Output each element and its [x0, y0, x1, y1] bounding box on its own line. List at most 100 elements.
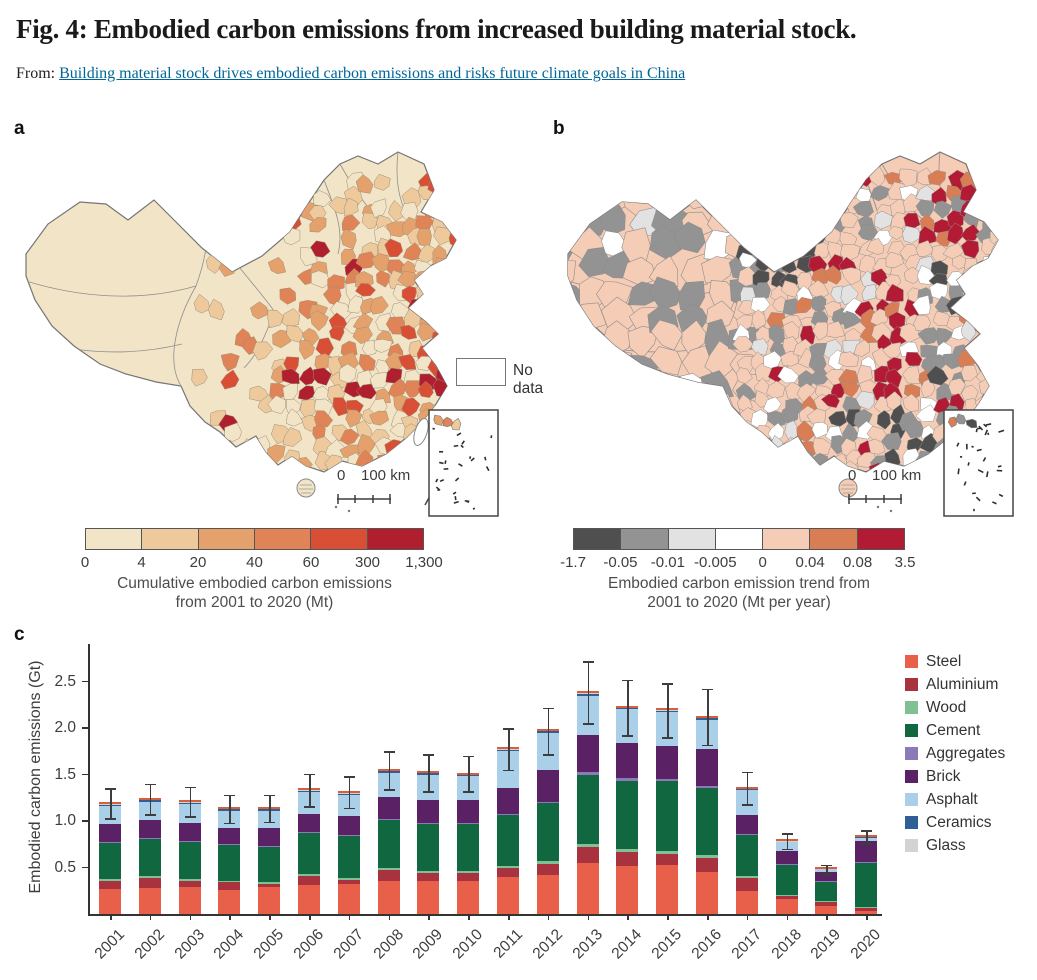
- prefecture-region: [993, 315, 1008, 333]
- bar-segment-brick: [616, 743, 638, 778]
- error-bar: [110, 788, 112, 818]
- x-tick-mark: [667, 915, 669, 920]
- prefecture-region: [548, 183, 577, 214]
- error-bar-cap-top: [423, 754, 434, 756]
- error-bar-cap-top: [583, 661, 594, 663]
- prefecture-region: [269, 176, 287, 190]
- prefecture-region: [982, 257, 999, 276]
- x-tick-mark: [707, 915, 709, 920]
- y-axis-spine: [88, 644, 90, 914]
- x-tick-mark: [747, 915, 749, 920]
- bar-segment-aluminium: [99, 881, 121, 889]
- bar-segment-steel: [417, 881, 439, 914]
- bar-segment-cement: [338, 836, 360, 878]
- error-bar-cap-bottom: [622, 735, 633, 737]
- bar-2017: [736, 787, 758, 914]
- y-tick-mark: [82, 820, 88, 822]
- bar-segment-cement: [497, 815, 519, 866]
- colorbar-tick-label: 0: [759, 554, 767, 571]
- prefecture-region: [783, 454, 803, 471]
- prefecture-region: [550, 441, 577, 468]
- bar-segment-brick: [258, 828, 280, 846]
- prefecture-region: [739, 189, 754, 205]
- prefecture-region: [785, 199, 803, 218]
- prefecture-region: [197, 427, 215, 445]
- error-bar-cap-top: [622, 680, 633, 682]
- prefecture-region: [680, 398, 717, 431]
- error-bar-cap-top: [344, 776, 355, 778]
- bar-segment-aluminium: [417, 873, 439, 881]
- error-bar-cap-top: [264, 795, 275, 797]
- prefecture-region: [240, 469, 257, 486]
- legend-label: Asphalt: [926, 791, 978, 809]
- source-article-link[interactable]: Building material stock drives embodied …: [59, 65, 685, 82]
- bar-segment-brick: [497, 788, 519, 813]
- error-bar-cap-bottom: [821, 874, 832, 876]
- prefecture-region: [795, 227, 814, 242]
- prefecture-region: [601, 390, 633, 426]
- error-bar-cap-top: [105, 788, 116, 790]
- x-tick-mark: [389, 915, 391, 920]
- prefecture-region: [739, 215, 756, 229]
- bar-segment-steel: [577, 863, 599, 914]
- bar-segment-brick: [736, 815, 758, 834]
- prefecture-region: [631, 445, 660, 473]
- colorbar-tick-label: 0.04: [796, 554, 825, 571]
- colorbar-segment: [311, 529, 367, 549]
- x-tick-mark: [588, 915, 590, 920]
- colorbar-segment: [86, 529, 142, 549]
- prefecture-region: [192, 456, 213, 471]
- hainan-island: [297, 479, 315, 497]
- error-bar-cap-top: [782, 833, 793, 835]
- prefecture-region: [649, 446, 675, 484]
- error-bar: [787, 833, 789, 849]
- prefecture-region: [628, 371, 658, 400]
- error-bar-cap-top: [821, 865, 832, 867]
- colorbar-cumulative: [85, 528, 424, 550]
- island-mark: [977, 428, 981, 430]
- bar-segment-steel: [616, 866, 638, 914]
- prefecture-region: [991, 215, 1009, 234]
- scale-bar-distance: 100 km: [872, 467, 921, 484]
- legend-item-ceramics: Ceramics: [905, 811, 1005, 834]
- prefecture-region: [811, 215, 829, 229]
- bar-segment-steel: [338, 884, 360, 914]
- y-tick-label: 2.0: [36, 719, 76, 737]
- bar-segment-cement: [656, 781, 678, 851]
- prefecture-region: [992, 329, 1007, 347]
- prefecture-region: [990, 341, 1008, 359]
- error-bar: [667, 683, 669, 737]
- prefecture-region: [751, 227, 766, 247]
- prefecture-region: [679, 443, 706, 478]
- prefecture-region: [706, 444, 743, 477]
- prefecture-region: [978, 353, 997, 367]
- error-bar: [229, 795, 231, 823]
- bar-segment-cement: [815, 882, 837, 901]
- prefecture-region: [979, 328, 995, 345]
- prefecture-region: [796, 190, 814, 208]
- prefecture-region: [918, 451, 933, 465]
- prefecture-region: [191, 184, 210, 204]
- error-bar-cap-top: [463, 756, 474, 758]
- legend-item-glass: Glass: [905, 834, 1005, 857]
- prefecture-region: [753, 437, 770, 455]
- x-tick-mark: [428, 915, 430, 920]
- error-bar-cap-bottom: [344, 808, 355, 810]
- bar-segment-cement: [736, 835, 758, 876]
- bar-2010: [457, 773, 479, 914]
- error-bar-cap-top: [662, 683, 673, 685]
- y-tick-label: 2.5: [36, 673, 76, 691]
- bar-segment-steel: [537, 875, 559, 914]
- south-china-sea-inset: [943, 409, 1014, 517]
- error-bar-cap-top: [861, 830, 872, 832]
- bar-segment-aluminium: [616, 852, 638, 866]
- error-bar-cap-top: [543, 708, 554, 710]
- legend-label: Glass: [926, 837, 966, 855]
- prefecture-region: [755, 463, 770, 480]
- colorbar-tick-label: 0.08: [843, 554, 872, 571]
- error-bar-cap-top: [185, 787, 196, 789]
- legend-swatch: [905, 701, 918, 714]
- prefecture-region: [208, 173, 229, 192]
- prefecture-region: [548, 395, 579, 429]
